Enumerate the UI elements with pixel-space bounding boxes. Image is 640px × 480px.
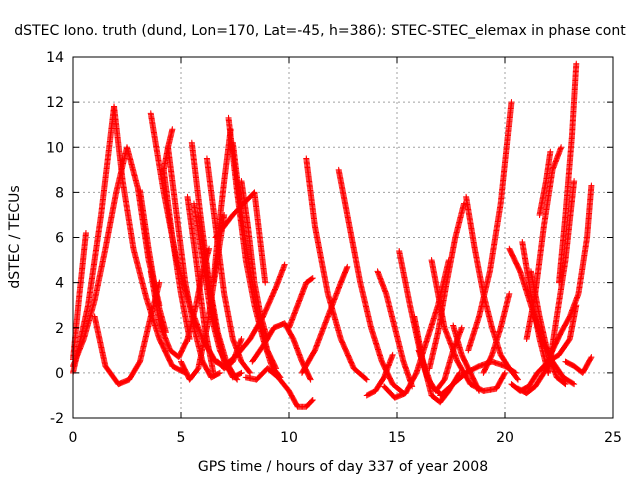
data-point [206,245,213,252]
data-series-36 [426,200,467,372]
data-series-26 [286,275,316,331]
data-point [186,336,193,343]
data-series-12 [184,193,217,376]
data-series-4 [111,103,189,376]
data-series-29 [335,166,407,397]
data-series-10 [165,144,223,381]
data-point [82,229,89,236]
data-point [156,279,163,286]
data-point [169,126,176,133]
data-marks [70,60,595,410]
data-point [216,369,223,376]
data-series-8 [160,166,193,343]
grid-lines [73,57,613,418]
chart-title: dSTEC Iono. truth (dund, Lon=170, Lat=-4… [14,23,626,39]
data-point [210,369,217,376]
data-point [221,211,228,218]
data-point [215,370,222,377]
